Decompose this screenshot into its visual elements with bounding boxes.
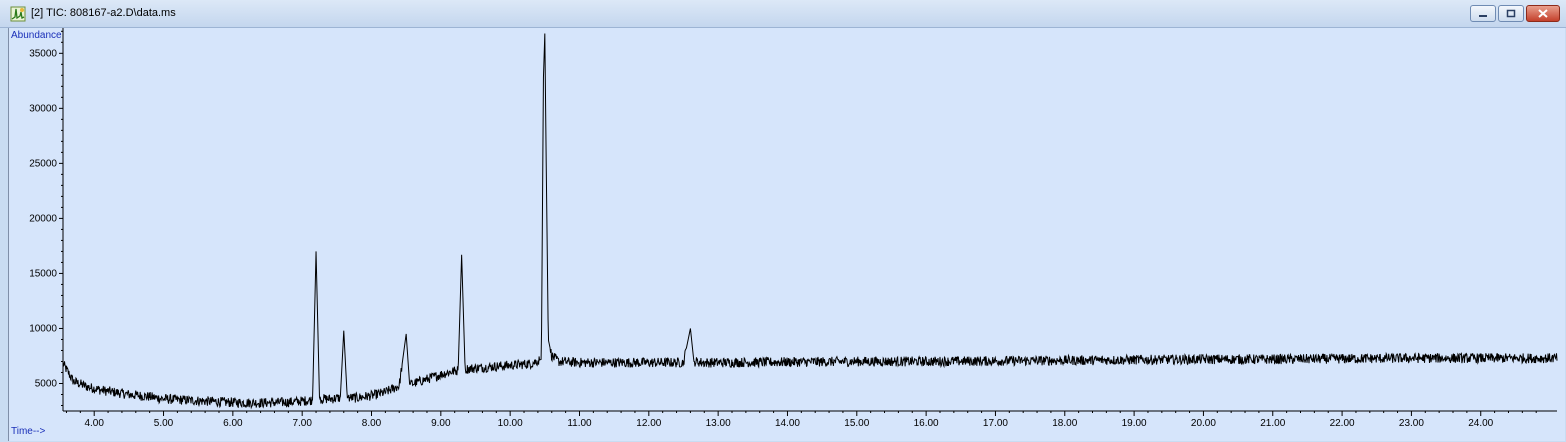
x-tick-label: 14.00 bbox=[775, 418, 800, 429]
chromatogram-app-icon bbox=[10, 6, 26, 22]
maximize-button[interactable] bbox=[1498, 5, 1524, 22]
minimize-icon bbox=[1479, 15, 1487, 17]
x-tick-label: 21.00 bbox=[1260, 418, 1285, 429]
window-titlebar[interactable]: [2] TIC: 808167-a2.D\data.ms bbox=[0, 0, 1566, 28]
x-tick-label: 22.00 bbox=[1330, 418, 1355, 429]
x-tick-label: 8.00 bbox=[362, 418, 382, 429]
chromatogram-chart[interactable]: Abundance Time--> 5000 10000 15000 20000 250… bbox=[9, 28, 1565, 441]
x-tick-label: 16.00 bbox=[914, 418, 939, 429]
y-tick-label: 20000 bbox=[29, 213, 57, 224]
x-axis-label: Time--> bbox=[11, 426, 46, 437]
x-tick-label: 17.00 bbox=[983, 418, 1008, 429]
minimize-button[interactable] bbox=[1470, 5, 1496, 22]
x-tick-label: 11.00 bbox=[567, 418, 592, 429]
y-tick-label: 25000 bbox=[29, 158, 57, 169]
x-tick-label: 24.00 bbox=[1468, 418, 1493, 429]
x-ticks: 4.00 5.00 6.00 7.00 8.00 9.00 10.00 11.00 12.00 1… bbox=[65, 411, 1537, 429]
x-tick-label: 6.00 bbox=[223, 418, 243, 429]
y-tick-label: 10000 bbox=[29, 323, 57, 334]
x-tick-label: 15.00 bbox=[844, 418, 869, 429]
y-tick-label: 15000 bbox=[29, 268, 57, 279]
x-tick-label: 20.00 bbox=[1191, 418, 1216, 429]
x-tick-label: 19.00 bbox=[1122, 418, 1147, 429]
y-tick-label: 5000 bbox=[35, 378, 58, 389]
x-tick-label: 7.00 bbox=[292, 418, 312, 429]
x-tick-label: 10.00 bbox=[498, 418, 523, 429]
tic-trace-line bbox=[62, 33, 1558, 410]
close-button[interactable] bbox=[1526, 5, 1560, 22]
y-axis-label: Abundance bbox=[11, 30, 62, 41]
x-tick-label: 23.00 bbox=[1399, 418, 1424, 429]
window-title: [2] TIC: 808167-a2.D\data.ms bbox=[31, 7, 176, 19]
x-tick-label: 5.00 bbox=[154, 418, 174, 429]
x-tick-label: 4.00 bbox=[84, 418, 104, 429]
x-tick-label: 9.00 bbox=[431, 418, 451, 429]
y-tick-label: 30000 bbox=[29, 103, 57, 114]
close-icon bbox=[1538, 9, 1548, 18]
y-tick-label: 35000 bbox=[29, 48, 57, 59]
x-tick-label: 18.00 bbox=[1052, 418, 1077, 429]
traces bbox=[62, 33, 1558, 410]
x-tick-label: 12.00 bbox=[636, 418, 661, 429]
x-tick-label: 13.00 bbox=[706, 418, 731, 429]
maximize-icon bbox=[1506, 9, 1516, 18]
chromatogram-plot-area[interactable]: Abundance Time--> 5000 10000 15000 20000 250… bbox=[8, 28, 1565, 441]
y-ticks: 5000 10000 15000 20000 25000 30000 35000 bbox=[29, 30, 63, 406]
